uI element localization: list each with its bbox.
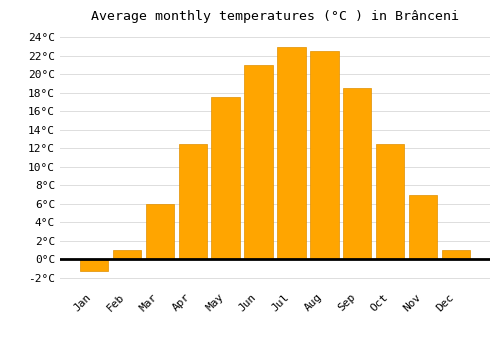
Bar — [278, 47, 305, 259]
Bar — [244, 65, 272, 259]
Bar — [178, 144, 206, 259]
Bar — [112, 250, 140, 259]
Bar — [80, 259, 108, 271]
Bar — [442, 250, 470, 259]
Bar — [310, 51, 338, 259]
Bar — [212, 97, 240, 259]
Bar — [344, 88, 371, 259]
Bar — [376, 144, 404, 259]
Bar — [410, 195, 438, 259]
Bar — [146, 204, 174, 259]
Title: Average monthly temperatures (°C ) in Brânceni: Average monthly temperatures (°C ) in Br… — [91, 10, 459, 23]
